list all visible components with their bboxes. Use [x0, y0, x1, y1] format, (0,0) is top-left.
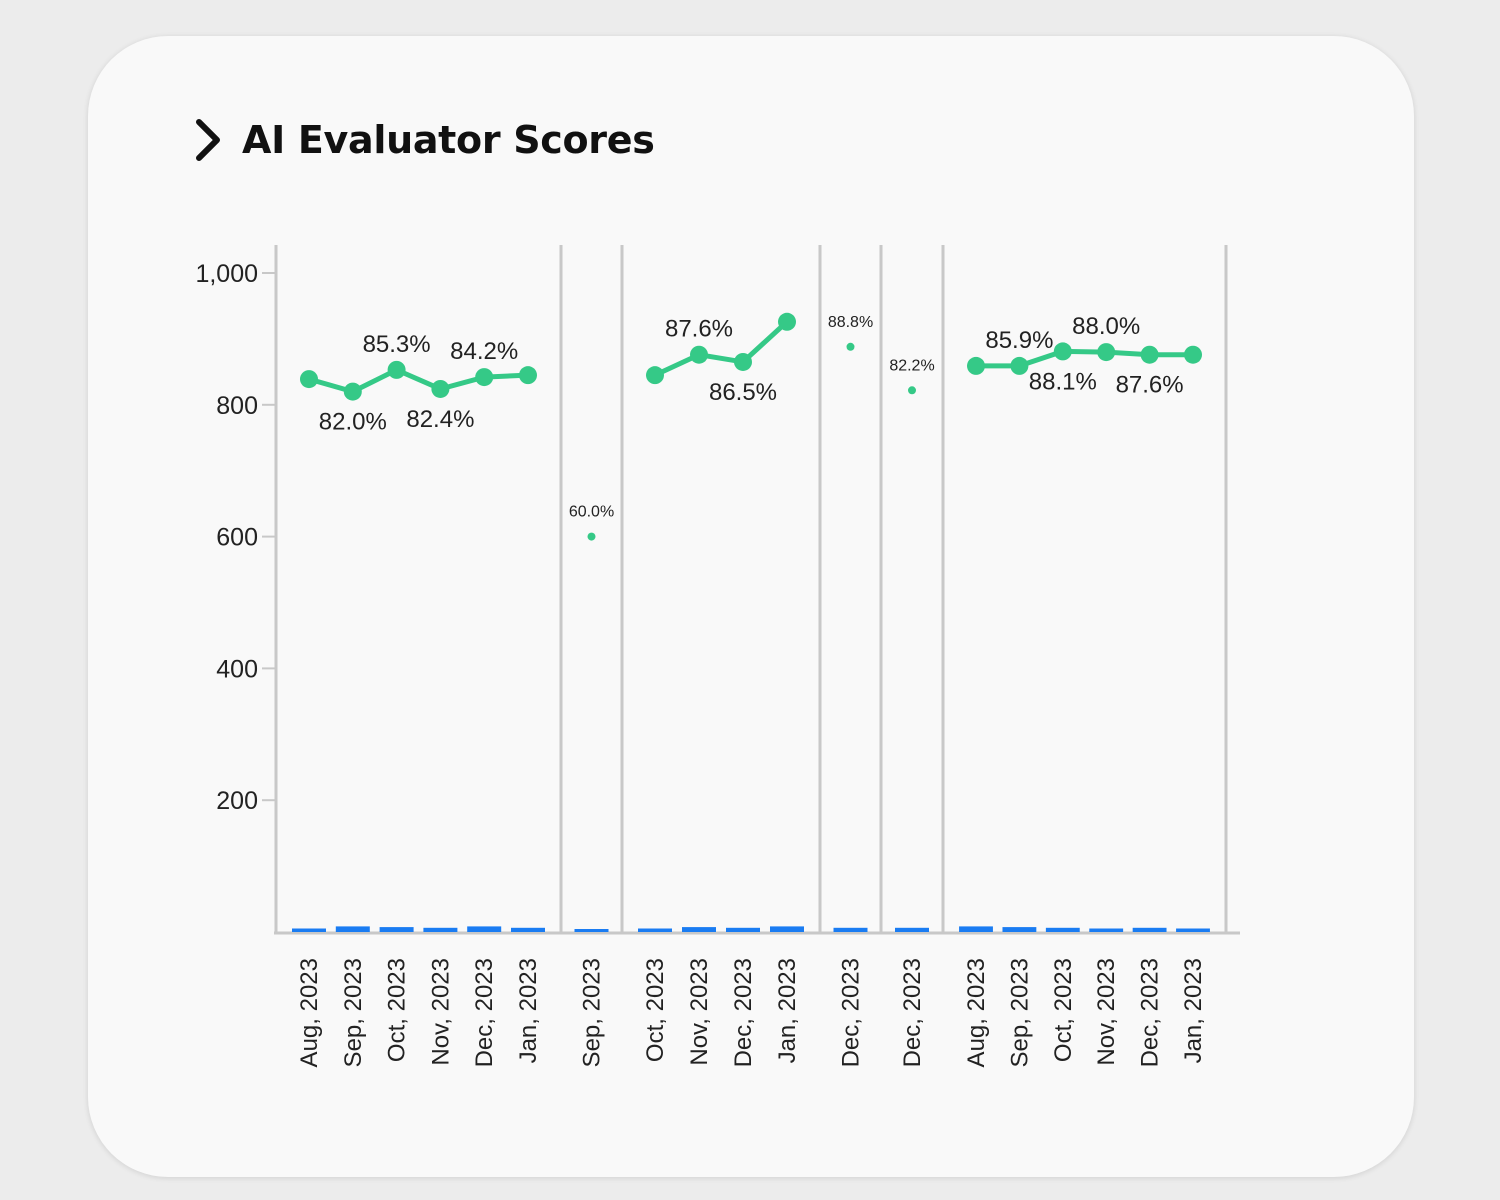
x-tick-label: Oct, 2023 [642, 958, 669, 1062]
data-point[interactable] [475, 368, 494, 387]
bar[interactable] [1045, 927, 1080, 932]
data-point[interactable] [734, 352, 752, 371]
data-point[interactable] [1010, 356, 1029, 375]
data-point[interactable] [519, 366, 537, 385]
bar[interactable] [511, 927, 545, 932]
bar[interactable] [574, 929, 609, 932]
data-point[interactable] [967, 356, 985, 375]
data-label: 84.2% [450, 338, 518, 365]
x-tick-label: Nov, 2023 [427, 958, 454, 1066]
data-point[interactable] [343, 382, 362, 401]
chart-card [88, 36, 1414, 1177]
data-label: 85.9% [985, 327, 1053, 354]
data-label: 82.4% [406, 406, 474, 433]
data-label: 82.2% [889, 357, 934, 374]
x-tick-label: Aug, 2023 [963, 958, 990, 1067]
data-label: 60.0% [569, 504, 614, 521]
x-tick-label: Aug, 2023 [296, 958, 323, 1067]
bar[interactable] [638, 928, 672, 933]
x-tick-label: Jan, 2023 [774, 958, 801, 1063]
data-point[interactable] [1053, 342, 1072, 361]
series-line [653, 319, 789, 378]
y-tick-label: 1,000 [195, 260, 258, 288]
bar[interactable] [1132, 927, 1167, 932]
data-point[interactable] [587, 532, 596, 541]
data-label: 85.3% [363, 331, 431, 358]
bar[interactable] [423, 927, 458, 932]
y-tick-label: 400 [216, 655, 258, 683]
bar[interactable] [467, 926, 502, 932]
bar[interactable] [379, 927, 414, 932]
x-tick-label: Dec, 2023 [730, 958, 757, 1067]
data-label: 86.5% [709, 379, 777, 406]
data-point[interactable] [908, 386, 916, 395]
data-label: 87.6% [1116, 372, 1184, 399]
data-label: 88.8% [828, 314, 873, 331]
data-point[interactable] [1097, 343, 1116, 362]
y-tick-label: 200 [216, 787, 258, 815]
bar[interactable] [959, 926, 993, 932]
x-tick-label: Dec, 2023 [1137, 958, 1164, 1067]
bar[interactable] [1176, 928, 1210, 933]
series-line [308, 367, 529, 395]
y-tick-label: 600 [216, 524, 258, 552]
data-point[interactable] [1140, 345, 1159, 364]
bar[interactable] [292, 928, 326, 933]
y-tick-label: 800 [216, 392, 258, 420]
data-point[interactable] [387, 360, 406, 379]
chart-header[interactable]: AI Evaluator Scores [192, 112, 655, 168]
bar[interactable] [335, 926, 370, 932]
panel-5: 82.2% Dec, 2023 [889, 357, 934, 1067]
data-point[interactable] [690, 345, 708, 364]
bar[interactable] [1002, 927, 1037, 932]
data-point[interactable] [431, 379, 450, 398]
chevron-right-icon[interactable] [192, 117, 224, 163]
bar[interactable] [726, 927, 760, 932]
x-tick-label: Sep, 2023 [579, 958, 606, 1067]
panel-1: 82.0% 85.3% 82.4% 84.2% Aug, 2023 Sep, 2023 Oc… [292, 331, 545, 1067]
x-tick-label: Nov, 2023 [1093, 958, 1120, 1066]
bar[interactable] [770, 926, 804, 932]
data-point[interactable] [646, 366, 664, 385]
data-point[interactable] [846, 342, 855, 351]
panel-2: 60.0% Sep, 2023 [569, 504, 614, 1068]
x-tick-label: Dec, 2023 [838, 958, 865, 1067]
x-tick-label: Sep, 2023 [340, 958, 367, 1067]
x-tick-label: Sep, 2023 [1006, 958, 1033, 1067]
x-tick-label: Jan, 2023 [1180, 958, 1207, 1063]
chart-title: AI Evaluator Scores [242, 118, 655, 162]
x-tick-label: Nov, 2023 [686, 958, 713, 1066]
x-tick-label: Oct, 2023 [1050, 958, 1077, 1062]
data-point[interactable] [778, 312, 796, 331]
bar[interactable] [1089, 928, 1124, 933]
data-label: 88.1% [1029, 368, 1097, 395]
x-tick-label: Dec, 2023 [471, 958, 498, 1067]
panel-4: 88.8% Dec, 2023 [828, 314, 873, 1068]
panel-3: 87.6% 86.5% Oct, 2023 Nov, 2023 Dec, 2023 Jan… [638, 312, 804, 1067]
data-point[interactable] [300, 370, 318, 389]
panel-6: 85.9% 88.1% 88.0% 87.6% Aug, 2023 Sep, 2023 Oc… [959, 313, 1210, 1067]
x-tick-label: Jan, 2023 [515, 958, 542, 1063]
bar[interactable] [895, 927, 929, 932]
bar[interactable] [833, 927, 868, 932]
data-label: 87.6% [665, 316, 733, 343]
x-tick-label: Oct, 2023 [384, 958, 411, 1062]
x-tick-label: Dec, 2023 [899, 958, 926, 1067]
bar[interactable] [682, 927, 716, 932]
data-label: 88.0% [1072, 313, 1140, 340]
data-label: 82.0% [319, 409, 387, 436]
data-point[interactable] [1184, 345, 1202, 364]
